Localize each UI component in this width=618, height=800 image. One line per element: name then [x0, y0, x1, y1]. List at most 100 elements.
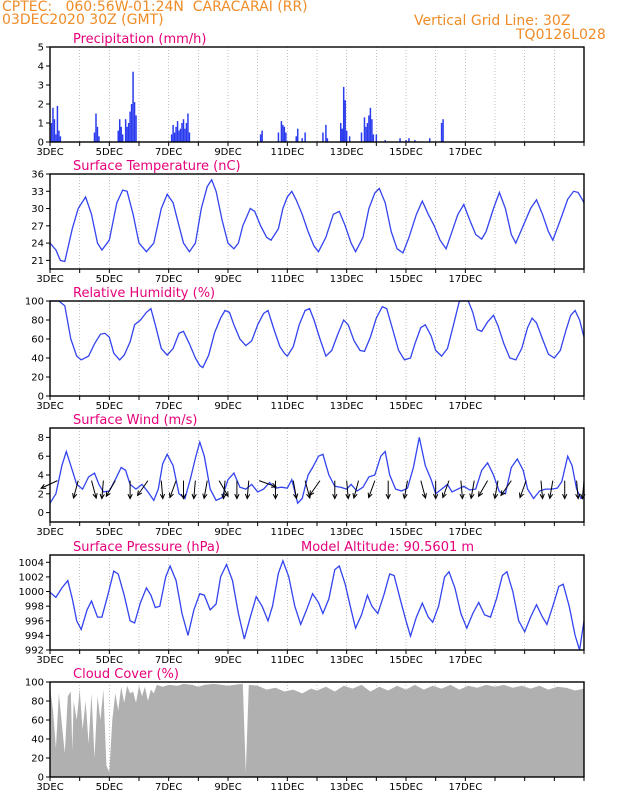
precip-bar	[178, 130, 180, 142]
x-tick-label: 7DEC	[155, 274, 182, 285]
y-tick-label: 40	[31, 354, 44, 365]
wind-arrow-shaft	[258, 480, 277, 488]
x-tick-label: 3DEC	[36, 527, 63, 538]
wind-arrow-head	[459, 493, 465, 500]
panel-title: Cloud Cover (%)	[73, 667, 179, 682]
wind-arrow-head	[478, 491, 483, 498]
wind-arrow-shaft	[353, 480, 360, 499]
x-tick-label: 13DEC	[330, 527, 364, 538]
y-tick-label: 3	[38, 81, 44, 92]
precip-bar	[369, 107, 372, 142]
x-tick-label: 3DEC	[36, 782, 63, 793]
wind-arrow-shaft	[403, 480, 408, 499]
precip-bar	[371, 119, 373, 142]
header-line1: CPTEC: 060:56W-01:24N CARACARAI (RR)	[2, 0, 308, 15]
y-tick-label: 6	[38, 452, 44, 463]
rh-line	[50, 300, 585, 369]
x-tick-label: 9DEC	[214, 274, 241, 285]
wind-arrow-head	[293, 493, 299, 500]
precip-bar	[405, 140, 407, 142]
wind-arrow-head	[562, 493, 568, 500]
precip-bar	[360, 132, 363, 142]
precip-bar	[325, 124, 327, 142]
x-tick-label: 3DEC	[36, 401, 63, 412]
wind-arrow-head	[159, 493, 166, 500]
x-tick-label: 13DEC	[330, 655, 364, 666]
y-tick-label: 100	[25, 678, 44, 689]
wind-arrow-shaft	[346, 480, 349, 499]
y-tick-label: 992	[25, 646, 44, 657]
x-tick-label: 9DEC	[214, 782, 241, 793]
x-tick-label: 15DEC	[389, 274, 423, 285]
precip-bar	[368, 115, 370, 142]
wind-arrow-head	[221, 493, 227, 500]
wind-arrow-head	[345, 493, 351, 500]
precip-bar	[339, 123, 342, 142]
wind-arrow-head	[40, 484, 47, 489]
wind-arrow-head	[547, 493, 554, 500]
precip-bar	[259, 134, 262, 142]
precip-bar	[182, 119, 185, 142]
wind-arrow-shaft	[576, 480, 579, 499]
y-tick-label: 30	[31, 204, 44, 215]
wind-arrow-head	[518, 492, 524, 499]
precip-bar	[135, 115, 137, 142]
x-tick-label: 11DEC	[270, 655, 304, 666]
wind-arrow-shaft	[73, 480, 79, 499]
temp-line	[49, 178, 585, 263]
precip-bar	[384, 140, 386, 142]
wind-arrow-shaft	[368, 480, 376, 498]
precip-bar	[127, 123, 130, 142]
precip-bar	[170, 134, 173, 142]
x-tick-label: 13DEC	[330, 274, 364, 285]
wind-arrow-head	[421, 493, 427, 500]
x-tick-label: 5DEC	[96, 274, 123, 285]
wind-arrow-shaft	[540, 480, 544, 499]
x-tick-label: 11DEC	[270, 401, 304, 412]
wind-arrow-head	[127, 493, 133, 500]
x-tick-label: 5DEC	[96, 527, 123, 538]
precip-bar	[55, 134, 57, 142]
precip-bar	[132, 71, 134, 142]
wind-arrow-head	[191, 493, 197, 500]
wind-arrow-head	[223, 491, 229, 498]
precip-bar	[282, 124, 284, 142]
x-tick-label: 17DEC	[448, 527, 482, 538]
wind-arrow-head	[352, 493, 358, 500]
wind-arrow-shaft	[222, 480, 226, 499]
precip-bar	[366, 123, 369, 142]
y-tick-label: 1000	[19, 587, 44, 598]
wind-arrow-shaft	[549, 480, 554, 499]
x-tick-label: 7DEC	[155, 782, 182, 793]
panel-title: Surface Pressure (hPa)	[73, 540, 220, 555]
precip-bar	[185, 123, 188, 142]
y-tick-label: 27	[31, 221, 44, 232]
precip-bar	[93, 132, 96, 142]
y-tick-label: 0	[38, 773, 44, 784]
wind-arrow-shaft	[292, 480, 297, 499]
precip-bar	[304, 132, 306, 142]
precip-bar	[440, 123, 443, 142]
wind-arrow-shaft	[420, 480, 426, 499]
precip-bar	[341, 128, 343, 142]
wind-arrow-shaft	[478, 480, 489, 497]
precip-bar	[129, 111, 131, 142]
precip-bar	[375, 134, 378, 142]
wind-arrow-shaft	[160, 480, 164, 499]
precip-bar	[283, 126, 286, 142]
precip-bar	[120, 126, 122, 142]
precip-bar	[117, 130, 119, 142]
y-tick-label: 1002	[19, 572, 44, 583]
wind-arrow-shaft	[460, 480, 463, 499]
x-tick-label: 13DEC	[330, 782, 364, 793]
precip-bar	[179, 128, 182, 142]
precip-bar	[326, 138, 329, 142]
x-tick-label: 15DEC	[389, 655, 423, 666]
precip-bar	[301, 138, 303, 142]
wind-arrow-shaft	[101, 480, 104, 499]
x-tick-label: 13DEC	[330, 147, 364, 158]
cloud-area	[50, 683, 584, 777]
header-line2: 03DEC2020 30Z (GMT)	[2, 12, 164, 28]
y-tick-label: 100	[25, 297, 44, 308]
